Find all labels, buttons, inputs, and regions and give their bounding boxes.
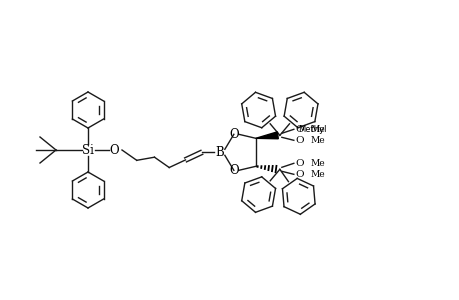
Text: O: O (295, 136, 303, 145)
Text: O: O (229, 128, 238, 141)
Text: Me: Me (310, 136, 325, 145)
Polygon shape (255, 132, 278, 139)
Text: B: B (215, 146, 224, 159)
Text: Methyl: Methyl (298, 125, 326, 134)
Text: Si: Si (82, 143, 94, 157)
Text: O: O (109, 143, 118, 157)
Text: O: O (229, 164, 238, 177)
Text: O: O (295, 125, 303, 134)
Text: Me: Me (310, 159, 325, 168)
Text: O: O (295, 170, 303, 179)
Text: Me: Me (310, 170, 325, 179)
Text: Me: Me (310, 125, 325, 134)
Text: O: O (295, 159, 303, 168)
